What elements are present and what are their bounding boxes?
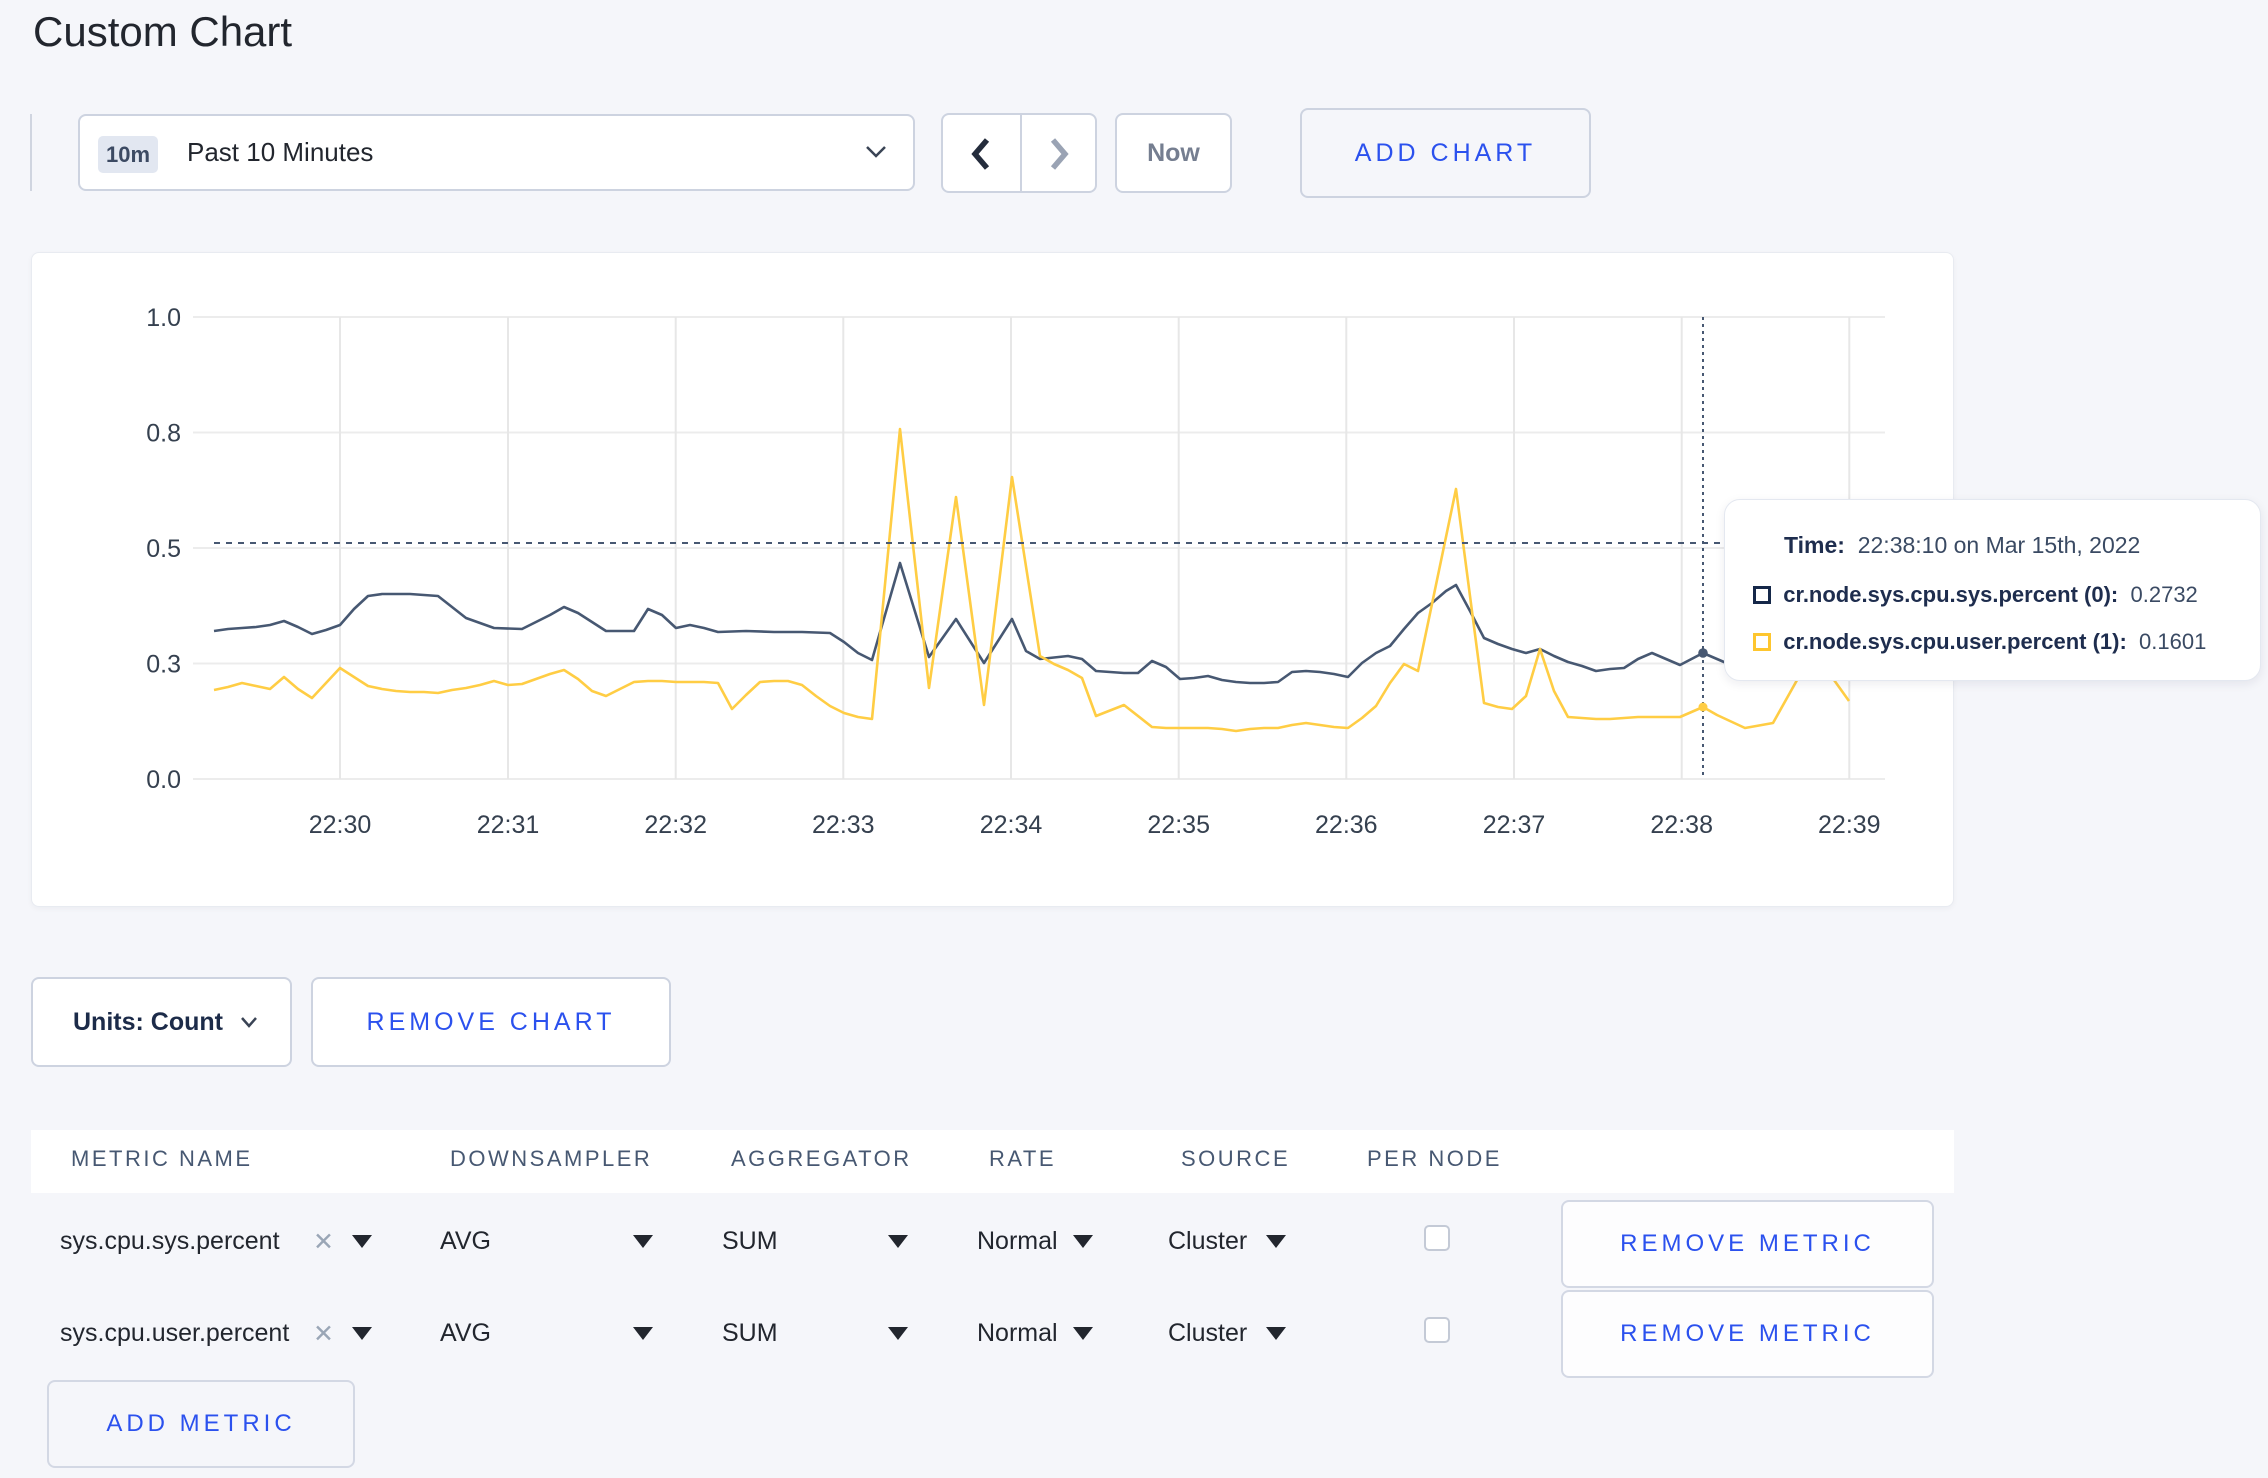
svg-text:0.0: 0.0 <box>146 766 181 794</box>
svg-text:22:31: 22:31 <box>477 811 540 839</box>
svg-text:22:30: 22:30 <box>309 811 372 839</box>
svg-text:22:38: 22:38 <box>1650 811 1713 839</box>
svg-text:22:37: 22:37 <box>1483 811 1546 839</box>
svg-text:0.5: 0.5 <box>146 535 181 563</box>
svg-text:22:32: 22:32 <box>644 811 707 839</box>
svg-text:0.8: 0.8 <box>146 420 181 448</box>
svg-text:22:36: 22:36 <box>1315 811 1378 839</box>
svg-text:0.3: 0.3 <box>146 651 181 679</box>
svg-text:1.0: 1.0 <box>146 304 181 332</box>
svg-text:22:35: 22:35 <box>1147 811 1210 839</box>
svg-text:22:33: 22:33 <box>812 811 875 839</box>
svg-text:22:34: 22:34 <box>980 811 1043 839</box>
svg-text:22:39: 22:39 <box>1818 811 1881 839</box>
